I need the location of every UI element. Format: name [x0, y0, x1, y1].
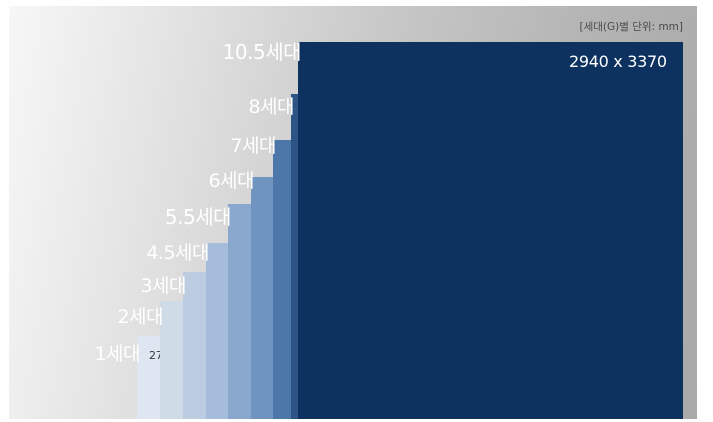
- generation-label-gen-10-5: 10.5세대: [222, 40, 302, 64]
- generation-label-gen-6: 6세대: [208, 170, 254, 192]
- glass-substrate-generation-diagram: 270 x 3601세대370 x 4702세대550 x 6503세대730 …: [9, 6, 697, 419]
- generation-label-gen-4-5: 4.5세대: [146, 242, 209, 264]
- generation-label-gen-2: 2세대: [117, 306, 163, 328]
- generation-label-gen-7: 7세대: [230, 135, 276, 157]
- substrate-gen-10-5: 2940 x 3370: [298, 42, 683, 419]
- unit-note: [세대(G)별 단위: mm]: [579, 21, 684, 33]
- generation-label-gen-1: 1세대: [94, 343, 140, 365]
- generation-label-gen-3: 3세대: [140, 275, 186, 297]
- size-label-gen-10-5: 2940 x 3370: [569, 52, 667, 71]
- generation-label-gen-5-5: 5.5세대: [164, 205, 232, 229]
- generation-label-gen-8: 8세대: [248, 96, 294, 118]
